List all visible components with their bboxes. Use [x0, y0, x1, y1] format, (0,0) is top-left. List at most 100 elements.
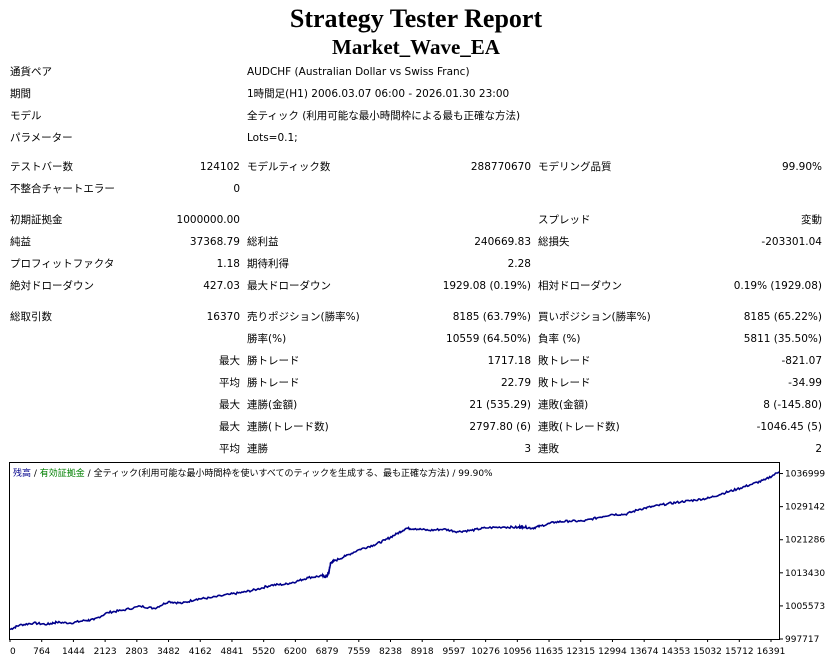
y-tick-label: 1013430 — [785, 569, 825, 579]
profit-factor-value: 1.18 — [216, 258, 240, 270]
params-value: Lots=0.1; — [247, 132, 298, 144]
x-tick-label: 7559 — [347, 647, 370, 657]
max-consec-prefix: 最大 — [219, 399, 240, 411]
long-positions-value: 8185 (65.22%) — [743, 311, 822, 323]
x-tick-label: 764 — [33, 647, 50, 657]
x-tick-label: 13674 — [630, 647, 659, 657]
x-tick-label: 14353 — [662, 647, 691, 657]
profit-factor-label: プロフィットファクタ — [10, 258, 115, 270]
deposit-value: 1000000.00 — [176, 214, 240, 226]
win-rate-value: 10559 (64.50%) — [446, 333, 531, 345]
max-consec-lossamt-label: 連敗(トレード数) — [538, 421, 620, 433]
max-consec-loss-value: 8 (-145.80) — [763, 399, 822, 411]
plot-frame — [9, 462, 780, 640]
x-tick-label: 10956 — [503, 647, 532, 657]
avg-consec-win-value: 3 — [524, 443, 531, 455]
y-tick-label: 1021286 — [785, 536, 825, 546]
y-tick-label: 1029142 — [785, 503, 825, 513]
balance-chart: 残高 / 有効証拠金 / 全ティック(利用可能な最小時間枠を使いすべてのティック… — [9, 462, 825, 657]
gross-loss-value: -203301.04 — [761, 236, 822, 248]
rel-drawdown-label: 相対ドローダウン — [538, 280, 622, 292]
total-trades-label: 総取引数 — [10, 311, 52, 323]
legend-quality: / 99.90% — [450, 469, 494, 479]
balance-line — [9, 471, 780, 631]
legend-equity: 有効証拠金 — [40, 467, 85, 479]
largest-loss-value: -821.07 — [781, 355, 822, 367]
legend-balance: 残高 — [13, 467, 31, 479]
mismatch-value: 0 — [233, 183, 240, 195]
x-tick-label: 12315 — [566, 647, 595, 657]
x-tick-label: 3482 — [157, 647, 180, 657]
x-tick-label: 15712 — [725, 647, 754, 657]
largest-loss-label: 敗トレード — [538, 355, 591, 367]
avg-loss-label: 敗トレード — [538, 377, 591, 389]
x-tick-label: 2123 — [94, 647, 117, 657]
x-tick-label: 9597 — [442, 647, 465, 657]
chart-legend: 残高 / 有効証拠金 / 全ティック(利用可能な最小時間枠を使いすべてのティック… — [13, 467, 493, 479]
x-tick-label: 6200 — [284, 647, 307, 657]
payoff-value: 2.28 — [507, 258, 531, 270]
short-positions-value: 8185 (63.79%) — [452, 311, 531, 323]
legend-sep1: / — [31, 469, 40, 479]
spread-value: 変動 — [801, 214, 822, 226]
max-consec-loss-label: 連敗(金額) — [538, 399, 589, 411]
y-tick-label: 1005573 — [785, 602, 825, 612]
x-tick-label: 12994 — [598, 647, 627, 657]
x-tick-label: 0 — [10, 647, 16, 657]
legend-sep2: / — [85, 469, 94, 479]
loss-rate-value: 5811 (35.50%) — [743, 333, 822, 345]
spread-label: スプレッド — [538, 214, 591, 226]
loss-rate-label: 負率 (%) — [538, 333, 581, 345]
x-tick-label: 16391 — [757, 647, 786, 657]
x-axis: 0 764 1444 2123 2803 3482 4162 4841 5520 6200 6879… — [9, 639, 786, 657]
abs-drawdown-value: 427.03 — [203, 280, 240, 292]
x-tick-label: 8918 — [411, 647, 434, 657]
bars-value: 124102 — [199, 161, 240, 173]
avg-consec-prefix: 平均 — [219, 443, 240, 455]
largest-prefix: 最大 — [219, 355, 240, 367]
bars-label: テストバー数 — [10, 161, 73, 173]
x-tick-label: 6879 — [316, 647, 339, 657]
total-trades-value: 16370 — [206, 311, 240, 323]
period-value: 1時間足(H1) 2006.03.07 06:00 - 2026.01.30 2… — [247, 88, 510, 100]
ticks-value: 288770670 — [470, 161, 531, 173]
x-tick-label: 4162 — [189, 647, 212, 657]
avg-consec-loss-value: 2 — [815, 443, 822, 455]
report-title: Strategy Tester Report — [289, 4, 543, 33]
max-drawdown-value: 1929.08 (0.19%) — [442, 280, 531, 292]
x-tick-label: 15032 — [693, 647, 722, 657]
max-consec-profit-value: 2797.80 (6) — [469, 421, 531, 433]
max-consec-profit-prefix: 最大 — [219, 421, 240, 433]
max-consec-lossamt-value: -1046.45 (5) — [756, 421, 822, 433]
net-profit-label: 純益 — [10, 236, 31, 248]
payoff-label: 期待利得 — [247, 258, 289, 270]
avg-win-label: 勝トレード — [247, 377, 300, 389]
short-positions-label: 売りポジション(勝率%) — [247, 311, 360, 323]
params-label: パラメーター — [10, 132, 73, 144]
gross-profit-value: 240669.83 — [474, 236, 531, 248]
ticks-label: モデルティック数 — [247, 161, 331, 173]
quality-label: モデリング品質 — [538, 161, 612, 173]
x-tick-label: 1444 — [62, 647, 85, 657]
avg-loss-value: -34.99 — [788, 377, 822, 389]
x-tick-label: 2803 — [125, 647, 148, 657]
avg-win-value: 22.79 — [500, 377, 531, 389]
y-tick-label: 997717 — [785, 635, 819, 645]
gross-profit-label: 総利益 — [247, 236, 279, 248]
max-consec-win-value: 21 (535.29) — [469, 399, 531, 411]
gross-loss-label: 総損失 — [538, 236, 570, 248]
win-rate-label: 勝率(%) — [247, 333, 287, 345]
x-tick-label: 11635 — [535, 647, 564, 657]
quality-value: 99.90% — [781, 161, 822, 173]
avg-consec-win-label: 連勝 — [247, 443, 268, 455]
largest-win-value: 1717.18 — [487, 355, 531, 367]
x-tick-label: 4841 — [221, 647, 244, 657]
symbol-label: 通貨ペア — [10, 66, 52, 78]
symbol-value: AUDCHF (Australian Dollar vs Swiss Franc… — [247, 66, 470, 78]
average-prefix: 平均 — [219, 377, 240, 389]
model-value: 全ティック (利用可能な最小時間枠による最も正確な方法) — [247, 110, 521, 122]
x-tick-label: 5520 — [252, 647, 275, 657]
x-tick-label: 10276 — [471, 647, 500, 657]
deposit-label: 初期証拠金 — [10, 214, 63, 226]
y-axis: 1036999 1029142 1021286 1013430 1005573 99771… — [779, 470, 825, 645]
